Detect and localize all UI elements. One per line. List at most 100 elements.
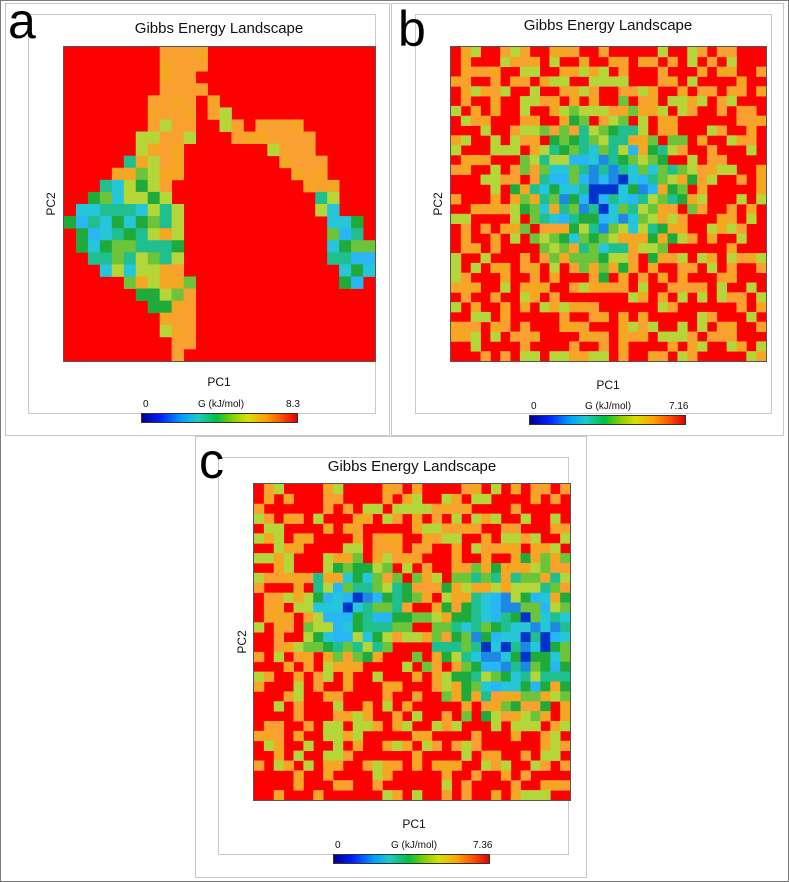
heatmap-cell [402, 740, 413, 752]
heatmap-cell [520, 622, 531, 633]
heatmap-cell [628, 194, 639, 205]
heatmap-cell [588, 96, 600, 107]
heatmap-cell [578, 253, 590, 264]
heatmap-cell [183, 324, 196, 338]
heatmap-cell [539, 164, 550, 175]
heatmap-cell [519, 56, 531, 68]
heatmap-cell [171, 252, 185, 265]
heatmap-cell [461, 661, 472, 673]
heatmap-cell [254, 681, 265, 692]
heatmap-cell [560, 642, 570, 653]
heatmap-cell [500, 563, 512, 574]
heatmap-cell [87, 228, 101, 241]
heatmap-cell [362, 760, 373, 771]
heatmap-cell [431, 513, 443, 524]
heatmap-cell [352, 592, 364, 603]
heatmap-cell [99, 264, 113, 277]
heatmap-cell [123, 179, 137, 193]
heatmap-cell [539, 145, 550, 156]
heatmap-cell [333, 760, 344, 771]
heatmap-cell [618, 66, 629, 77]
heatmap-cell [323, 750, 334, 761]
panel-a-cbar-label: G (kJ/mol) [197, 399, 245, 410]
heatmap-cell [560, 622, 570, 633]
heatmap-cell [273, 553, 285, 564]
heatmap-cell [323, 651, 334, 663]
heatmap-cell [402, 612, 413, 623]
heatmap-cell [255, 119, 268, 132]
heatmap-cell [529, 86, 540, 97]
heatmap-cell [540, 563, 551, 574]
panel-c-letter: c [199, 433, 224, 489]
heatmap-cell [171, 324, 185, 338]
heatmap-cell [159, 83, 173, 96]
heatmap-cell [510, 164, 521, 175]
heatmap-cell [471, 484, 482, 495]
heatmap-cell [549, 96, 560, 107]
heatmap-cell [490, 331, 501, 342]
heatmap-cell [746, 145, 757, 156]
heatmap-cell [461, 563, 472, 574]
heatmap-cell [382, 582, 393, 594]
heatmap-cell [382, 572, 393, 584]
heatmap-cell [293, 701, 304, 712]
heatmap-cell [540, 691, 551, 702]
heatmap-cell [560, 691, 570, 702]
heatmap-cell [618, 135, 629, 146]
heatmap-cell [460, 233, 472, 244]
heatmap-cell [267, 143, 280, 157]
heatmap-cell [362, 622, 373, 633]
heatmap-cell [111, 228, 125, 241]
heatmap-cell [273, 622, 285, 633]
heatmap-cell [578, 184, 590, 195]
heatmap-cell [500, 691, 512, 702]
heatmap-cell [171, 336, 185, 350]
heatmap-cell [500, 711, 512, 722]
heatmap-cell [460, 321, 472, 332]
heatmap-cell [412, 484, 423, 495]
heatmap-cell [421, 592, 433, 603]
heatmap-cell [667, 213, 678, 225]
heatmap-cell [323, 642, 334, 653]
heatmap-cell [323, 612, 334, 623]
heatmap-cell [667, 135, 678, 146]
heatmap-cell [550, 721, 561, 732]
heatmap-cell [657, 66, 668, 77]
heatmap-cell [550, 632, 561, 643]
heatmap-cell [756, 351, 766, 361]
heatmap-cell [510, 125, 521, 136]
heatmap-cell [362, 612, 373, 623]
heatmap-cell [559, 302, 570, 313]
heatmap-cell [736, 135, 747, 146]
heatmap-cell [293, 691, 304, 702]
heatmap-cell [490, 194, 501, 205]
heatmap-cell [638, 204, 649, 215]
heatmap-cell [135, 288, 149, 302]
heatmap-cell [628, 125, 639, 136]
heatmap-cell [183, 107, 196, 120]
heatmap-cell [549, 233, 560, 244]
heatmap-cell [123, 228, 137, 241]
heatmap-cell [549, 145, 560, 156]
heatmap-cell [171, 107, 185, 120]
heatmap-cell [263, 533, 275, 544]
heatmap-cell [431, 760, 443, 771]
heatmap-cell [441, 691, 452, 702]
heatmap-cell [539, 76, 550, 87]
heatmap-cell [372, 553, 383, 564]
heatmap-cell [559, 135, 570, 146]
heatmap-cell [716, 213, 728, 225]
heatmap-cell [147, 264, 161, 277]
heatmap-cell [500, 262, 511, 274]
heatmap-cell [323, 721, 334, 732]
heatmap-cell [171, 240, 185, 253]
heatmap-cell [529, 145, 540, 156]
heatmap-cell [159, 71, 173, 84]
heatmap-cell [588, 351, 600, 361]
heatmap-cell [657, 47, 668, 58]
heatmap-cell [529, 272, 540, 283]
heatmap-cell [588, 145, 600, 156]
heatmap-cell [313, 632, 324, 643]
heatmap-cell [323, 730, 334, 742]
heatmap-cell [470, 105, 481, 117]
